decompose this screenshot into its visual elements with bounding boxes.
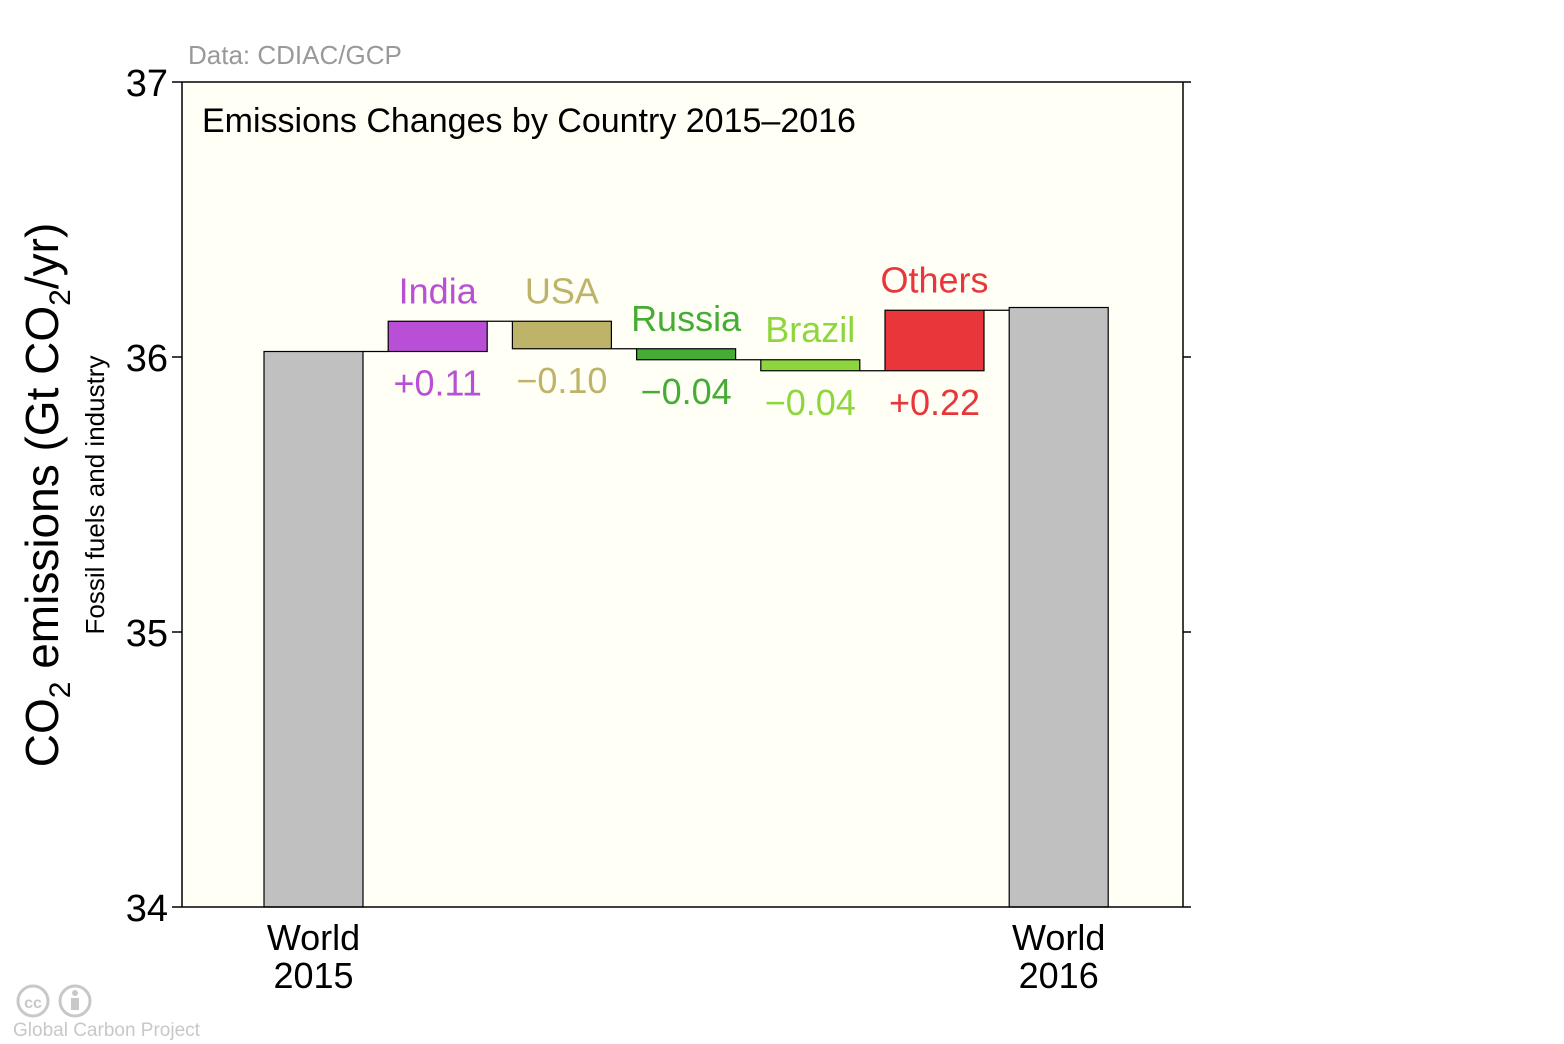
x-tick-label: 2015 [273,955,353,996]
credit-text: Global Carbon Project [13,1020,201,1041]
bar-name-label: India [399,270,478,311]
chart-title: Emissions Changes by Country 2015–2016 [202,102,856,140]
bar-value-label: −0.10 [516,360,607,401]
y-tick-label: 37 [126,63,168,105]
bar-value-label: +0.22 [889,382,980,423]
x-tick-label: 2016 [1019,955,1099,996]
bar-world-2015 [263,350,364,908]
y-axis-sublabel: Fossil fuels and industry [80,356,110,635]
bar-name-label: Others [880,259,988,300]
bar-name-label: Russia [631,298,742,339]
bar-value-label: −0.04 [765,382,856,423]
bar-name-label: Brazil [765,309,855,350]
bar-value-label: +0.11 [393,363,481,404]
attribution-icon [58,984,92,1018]
bar-russia [635,348,737,361]
y-axis-label: CO2 emissions (Gt CO2/yr) [16,223,77,768]
x-tick-label: World [1012,917,1105,958]
source-note: Data: CDIAC/GCP [188,40,402,70]
y-tick-label: 36 [126,338,168,380]
bar-world-2016 [1008,306,1109,908]
bar-name-label: USA [525,270,599,311]
y-tick-label: 34 [126,888,168,930]
bar-others [884,309,985,372]
svg-text:cc: cc [24,995,42,1012]
x-tick-label: World [267,917,360,958]
bar-value-label: −0.04 [641,371,732,412]
bar-usa [511,320,613,350]
bar-brazil [760,359,861,372]
cc-license-icon: cc [16,984,50,1018]
y-tick-label: 35 [126,613,168,655]
bar-india [387,320,488,353]
